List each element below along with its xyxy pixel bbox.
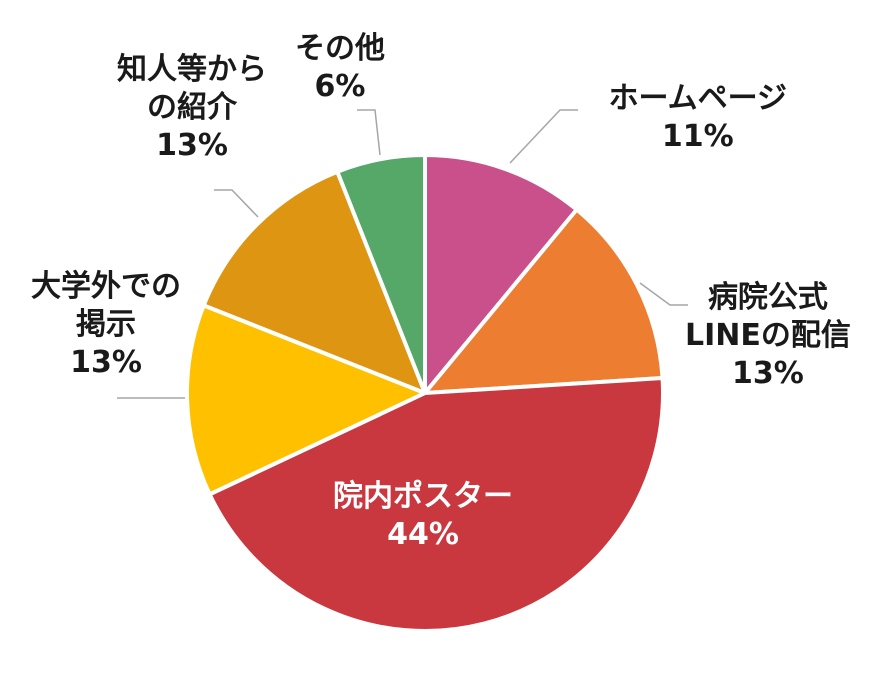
leader-line [214,189,259,218]
slice-label-percent: 6% [314,69,366,104]
slice-label: その他 6% [295,30,385,106]
slice-label-name: 知人等から の紹介 [117,52,267,125]
slice-label-name: 院内ポスター [333,479,513,514]
slice-label: 知人等から の紹介 13% [117,51,267,165]
slice-label: 院内ポスター 44% [333,478,513,554]
slice-label-percent: 44% [387,517,459,552]
slice-label: 病院公式 LINEの配信 13% [685,279,851,393]
slice-label-name: ホームページ [608,81,788,116]
slice-label-name: その他 [295,31,385,66]
leader-line [639,282,688,306]
pie-slice [423,153,579,395]
slice-label-percent: 13% [70,345,142,380]
slice-label-name: 大学外での 掲示 [31,269,181,342]
leader-line [509,109,578,164]
slice-label: ホームページ 11% [609,80,788,156]
pie-slice [201,169,427,395]
slice-label-percent: 13% [732,356,804,391]
slice-label: 大学外での 掲示 13% [31,268,181,382]
pie-slice [185,303,427,497]
slice-label-name: 病院公式 LINEの配信 [685,280,851,353]
slice-label-percent: 11% [661,119,734,154]
slice-label-percent: 13% [156,128,228,163]
leader-line [357,109,381,156]
pie-slice [423,207,665,395]
pie-slice [335,153,427,395]
